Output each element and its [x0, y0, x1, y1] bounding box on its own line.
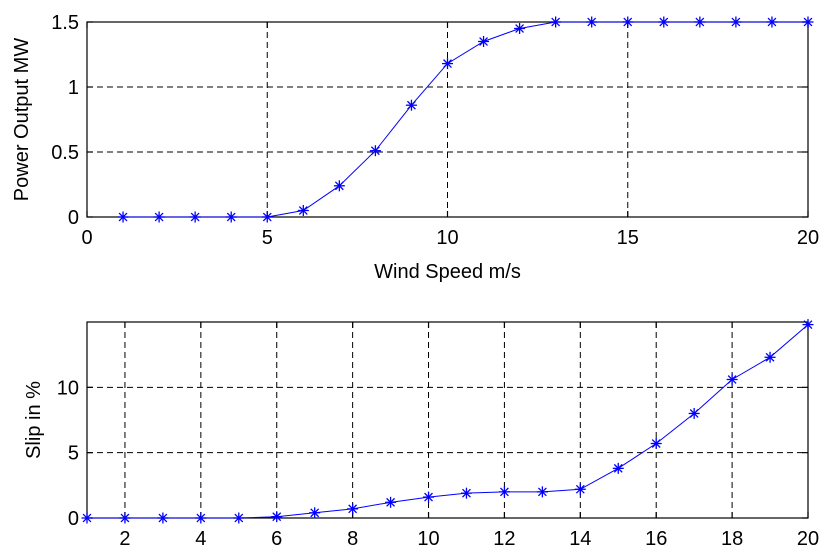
data-point: [612, 462, 624, 474]
data-point: [802, 16, 814, 28]
x-tick-label: 16: [645, 528, 667, 550]
data-point: [726, 373, 738, 385]
data-point: [385, 496, 397, 508]
x-tick-label: 20: [797, 227, 819, 249]
y-axis-label: Power Output MW: [11, 38, 33, 202]
data-point: [153, 211, 165, 223]
data-point: [117, 211, 129, 223]
y-tick-label: 0: [68, 508, 79, 530]
data-point: [189, 211, 201, 223]
data-point: [650, 438, 662, 450]
data-point: [764, 351, 776, 363]
y-tick-label: 1: [68, 77, 79, 99]
y-tick-label: 10: [57, 377, 79, 399]
data-point: [766, 16, 778, 28]
data-point: [225, 211, 237, 223]
data-point: [81, 512, 93, 524]
data-point: [460, 487, 472, 499]
data-point: [157, 512, 169, 524]
data-point: [688, 407, 700, 419]
x-tick-label: 4: [195, 528, 206, 550]
data-point: [730, 16, 742, 28]
data-point: [423, 491, 435, 503]
x-tick-label: 15: [617, 227, 639, 249]
data-point: [694, 16, 706, 28]
data-point: [658, 16, 670, 28]
data-point: [405, 99, 417, 111]
slip-plot: 2 4 6 8 10 12 14 16 18 20 0 5 10 Slip in %: [23, 319, 819, 550]
x-tick-label: 2: [119, 528, 130, 550]
data-point: [233, 512, 245, 524]
x-axis-label: Wind Speed m/s: [374, 261, 521, 283]
y-tick-label: 5: [68, 443, 79, 465]
data-point: [442, 58, 453, 70]
plot-frame: [86, 321, 809, 519]
data-point: [536, 486, 548, 498]
plot-frame: [86, 21, 809, 218]
y-axis-label: Slip in %: [23, 381, 45, 459]
data-point: [369, 145, 381, 157]
data-point: [514, 23, 526, 34]
power-output-plot: 0 5 10 15 20 0 0.5 1 1.5 Wind Speed m/s Power Outp…: [11, 12, 819, 283]
x-tick-label: 6: [271, 528, 282, 550]
x-tick-label: 18: [721, 528, 743, 550]
series-line: [87, 324, 809, 519]
data-point: [309, 507, 321, 519]
x-tick-label: 5: [262, 227, 273, 249]
x-tick-label: 10: [436, 227, 458, 249]
x-tick-label: 8: [347, 528, 358, 550]
x-tick-label: 0: [81, 227, 92, 249]
data-point: [261, 211, 273, 223]
data-point: [550, 16, 562, 28]
data-point: [333, 180, 345, 192]
data-point: [498, 486, 510, 498]
data-point: [622, 16, 634, 28]
data-point: [574, 483, 586, 495]
x-tick-label: 14: [569, 528, 591, 550]
y-tick-label: 1.5: [51, 12, 79, 34]
data-point: [271, 511, 283, 523]
data-point: [297, 205, 309, 216]
x-tick-label: 10: [417, 528, 439, 550]
series-line: [123, 21, 808, 218]
data-point: [802, 319, 814, 331]
y-tick-label: 0.5: [51, 142, 79, 164]
data-point: [119, 512, 131, 524]
y-tick-label: 0: [68, 207, 79, 229]
data-point: [478, 36, 490, 47]
data-point: [347, 503, 359, 515]
x-tick-label: 20: [797, 528, 819, 550]
x-tick-label: 12: [493, 528, 515, 550]
data-point: [195, 512, 207, 524]
data-point: [586, 16, 598, 28]
